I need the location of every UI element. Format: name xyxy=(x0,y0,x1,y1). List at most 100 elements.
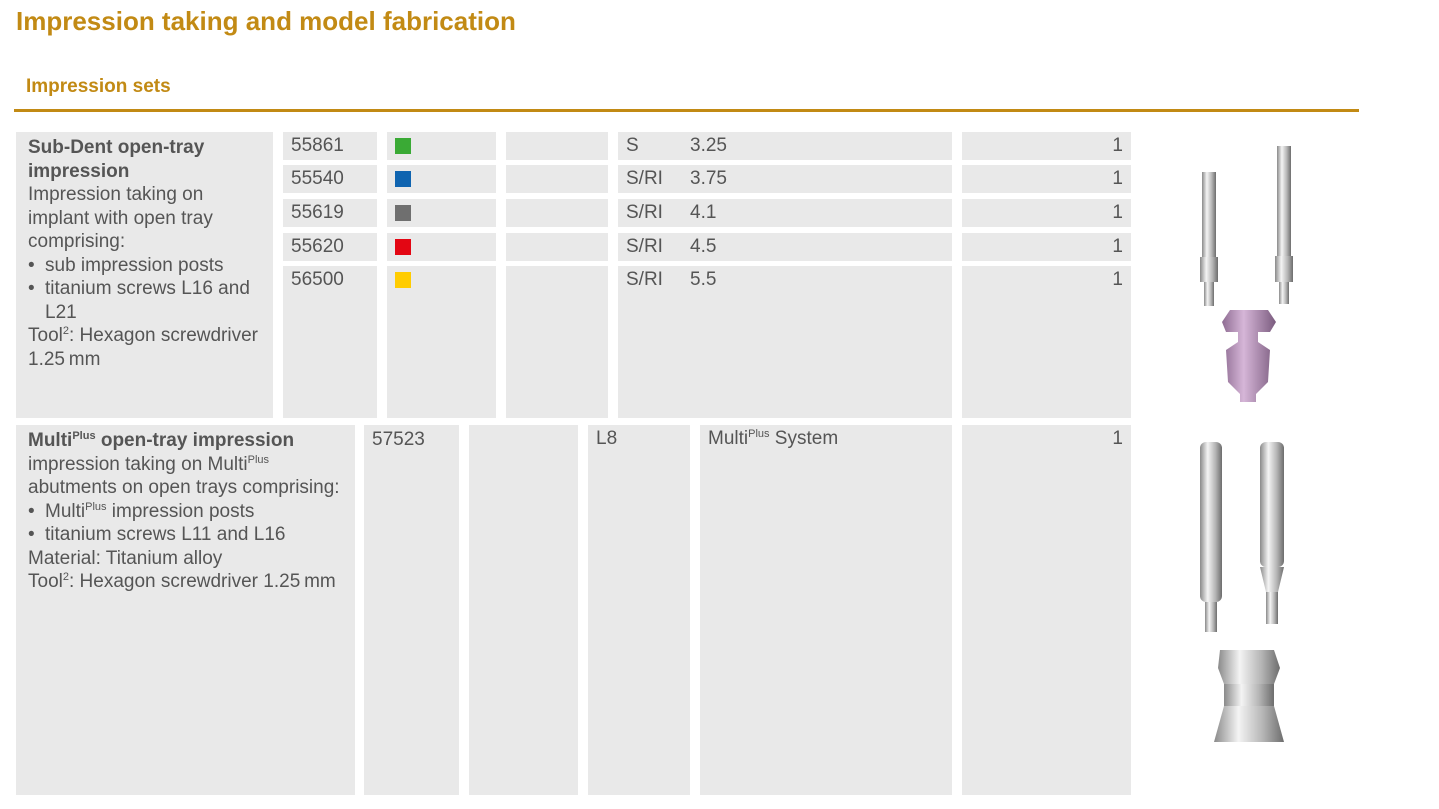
color-cell xyxy=(387,199,496,227)
quantity: 1 xyxy=(1112,168,1123,189)
article-number: 55861 xyxy=(291,135,344,156)
quantity-cell: 1 xyxy=(962,266,1131,418)
color-swatch xyxy=(395,138,411,154)
text-run: Tool xyxy=(28,325,63,346)
connection-cell: S 3.25 xyxy=(618,132,952,160)
superscript: 2 xyxy=(62,571,69,583)
quantity: 1 xyxy=(1112,202,1123,223)
superscript: 2 xyxy=(62,325,69,337)
text-run: impression taking on Multi xyxy=(28,453,248,475)
article-number: 55619 xyxy=(291,202,344,223)
superscript: Plus xyxy=(247,453,270,466)
connection-type: S/RI xyxy=(626,236,663,257)
quantity-cell: 1 xyxy=(962,132,1131,160)
article-cell: 56500 xyxy=(283,266,377,418)
color-cell xyxy=(387,233,496,261)
superscript: Plus xyxy=(748,428,770,440)
product-intro: impression taking on MultiPlus abutments… xyxy=(28,453,343,500)
text-run: sub impression posts xyxy=(45,254,224,276)
product-intro: Impression taking on implant with open t… xyxy=(28,183,261,254)
component-item: titanium screws L16 and L21 xyxy=(28,277,261,324)
section-rule xyxy=(14,109,1359,112)
quantity-cell: 1 xyxy=(962,233,1131,261)
quantity: 1 xyxy=(1112,135,1123,156)
quantity-cell: 1 xyxy=(962,165,1131,193)
component-list: sub impression poststitanium screws L16 … xyxy=(28,254,261,325)
diameter: 3.25 xyxy=(690,135,727,156)
product-note: Tool2: Hexagon screwdriver 1.25 mm xyxy=(28,570,343,594)
text-run: Sub-Dent open-tray impression xyxy=(28,137,205,182)
article-number: 55540 xyxy=(291,168,344,189)
diameter: 4.1 xyxy=(690,202,717,223)
length-cell: L8 xyxy=(588,425,690,795)
diameter: 4.5 xyxy=(690,236,717,257)
color-swatch xyxy=(395,272,411,288)
diameter: 3.75 xyxy=(690,168,727,189)
article-cell: 55619 xyxy=(283,199,377,227)
quantity: 1 xyxy=(1112,269,1123,290)
article-cell: 55620 xyxy=(283,233,377,261)
empty-cell xyxy=(506,165,608,193)
article-cell: 55861 xyxy=(283,132,377,160)
text-run: abutments on open trays comprising: xyxy=(28,477,340,498)
text-run: titanium screws L11 and L16 xyxy=(45,524,286,545)
article-number: 55620 xyxy=(291,236,344,257)
text-run: System xyxy=(769,428,839,449)
length: L8 xyxy=(596,428,618,449)
text-run: Impression taking on implant with open t… xyxy=(28,184,213,252)
connection-cell: S/RI 5.5 xyxy=(618,266,952,418)
text-run: Tool xyxy=(28,571,63,592)
color-cell xyxy=(387,165,496,193)
description-cell: MultiPlus open-tray impression impression… xyxy=(16,425,355,795)
connection-type: S/RI xyxy=(626,168,663,189)
superscript: Plus xyxy=(85,500,107,513)
color-cell xyxy=(387,132,496,160)
diameter: 5.5 xyxy=(690,269,717,290)
product-image xyxy=(1200,146,1293,402)
description-cell: Sub-Dent open-tray impression Impression … xyxy=(16,132,273,418)
color-swatch xyxy=(395,171,411,187)
component-item: titanium screws L11 and L16 xyxy=(28,523,343,547)
product-note: Tool2: Hexagon screwdriver 1.25 mm xyxy=(28,324,261,371)
text-run: Multi xyxy=(28,430,73,451)
component-list: MultiPlus impression poststitanium screw… xyxy=(28,500,343,547)
text-run: impression posts xyxy=(106,500,255,522)
color-cell xyxy=(387,266,496,418)
quantity-cell: 1 xyxy=(962,199,1131,227)
product-note: Material: Titanium alloy xyxy=(28,547,343,571)
quantity: 1 xyxy=(1112,428,1123,449)
text-run: : Hexagon screwdriver 1.25 mm xyxy=(68,571,336,592)
text-run: titanium screws L16 and L21 xyxy=(45,278,250,323)
article-cell: 55540 xyxy=(283,165,377,193)
quantity-cell: 1 xyxy=(962,425,1131,795)
superscript: Plus xyxy=(72,430,96,442)
text-run: Multi xyxy=(45,500,86,522)
product-name: Sub-Dent open-tray impression xyxy=(28,136,261,183)
connection-cell: S/RI 3.75 xyxy=(618,165,952,193)
article-number: 57523 xyxy=(372,429,425,450)
empty-cell xyxy=(506,233,608,261)
empty-cell xyxy=(506,199,608,227)
component-item: sub impression posts xyxy=(28,254,261,278)
connection-cell: S/RI 4.5 xyxy=(618,233,952,261)
connection-type: S/RI xyxy=(626,269,663,290)
system-cell: MultiPlus System xyxy=(700,425,952,795)
product-image xyxy=(1200,442,1284,742)
color-swatch xyxy=(395,205,411,221)
connection-type: S/RI xyxy=(626,202,663,223)
page-title: Impression taking and model fabrication xyxy=(16,6,516,36)
quantity: 1 xyxy=(1112,236,1123,257)
article-number: 56500 xyxy=(291,269,344,290)
empty-cell xyxy=(506,132,608,160)
article-cell: 57523 xyxy=(364,425,459,795)
section-title: Impression sets xyxy=(26,76,171,97)
empty-cell xyxy=(469,425,578,795)
text-run: : Hexagon screwdriver 1.25 mm xyxy=(28,325,259,370)
text-run: Multi xyxy=(708,428,749,449)
text-run: Material: Titanium alloy xyxy=(28,547,223,569)
empty-cell xyxy=(506,266,608,418)
connection-cell: S/RI 4.1 xyxy=(618,199,952,227)
component-item: MultiPlus impression posts xyxy=(28,500,343,524)
text-run: open-tray impression xyxy=(95,430,295,451)
